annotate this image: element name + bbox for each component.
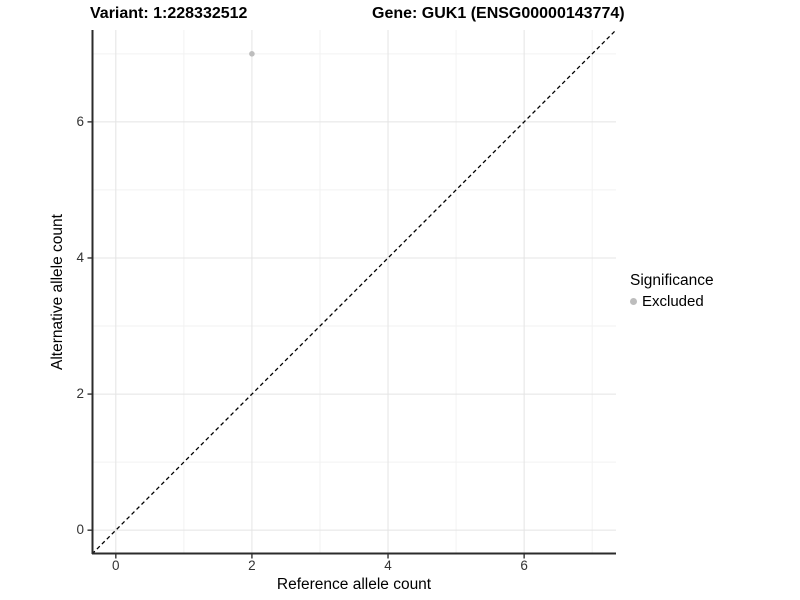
plot-panel	[87, 29, 617, 559]
legend: Significance Excluded	[630, 272, 714, 310]
y-tick-label: 0	[76, 522, 84, 538]
y-tick-label: 2	[76, 386, 84, 402]
data-point	[249, 51, 255, 57]
x-tick-label: 6	[520, 558, 528, 573]
plot-title-variant: Variant: 1:228332512	[90, 5, 248, 22]
x-tick-label: 0	[112, 558, 120, 573]
x-tick-label: 4	[384, 558, 392, 573]
plot-title-gene: Gene: GUK1 (ENSG00000143774)	[372, 5, 625, 22]
legend-title: Significance	[630, 272, 714, 289]
legend-entry-label: Excluded	[642, 293, 704, 310]
x-tick-label: 2	[248, 558, 256, 573]
y-tick-label: 4	[76, 249, 84, 265]
legend-point-icon	[630, 298, 637, 305]
identity-dashed-line	[91, 29, 617, 555]
y-axis-title: Alternative allele count	[49, 214, 66, 370]
legend-entry-excluded: Excluded	[630, 293, 714, 310]
y-tick-label: 6	[76, 113, 84, 129]
x-axis-title: Reference allele count	[276, 576, 432, 593]
